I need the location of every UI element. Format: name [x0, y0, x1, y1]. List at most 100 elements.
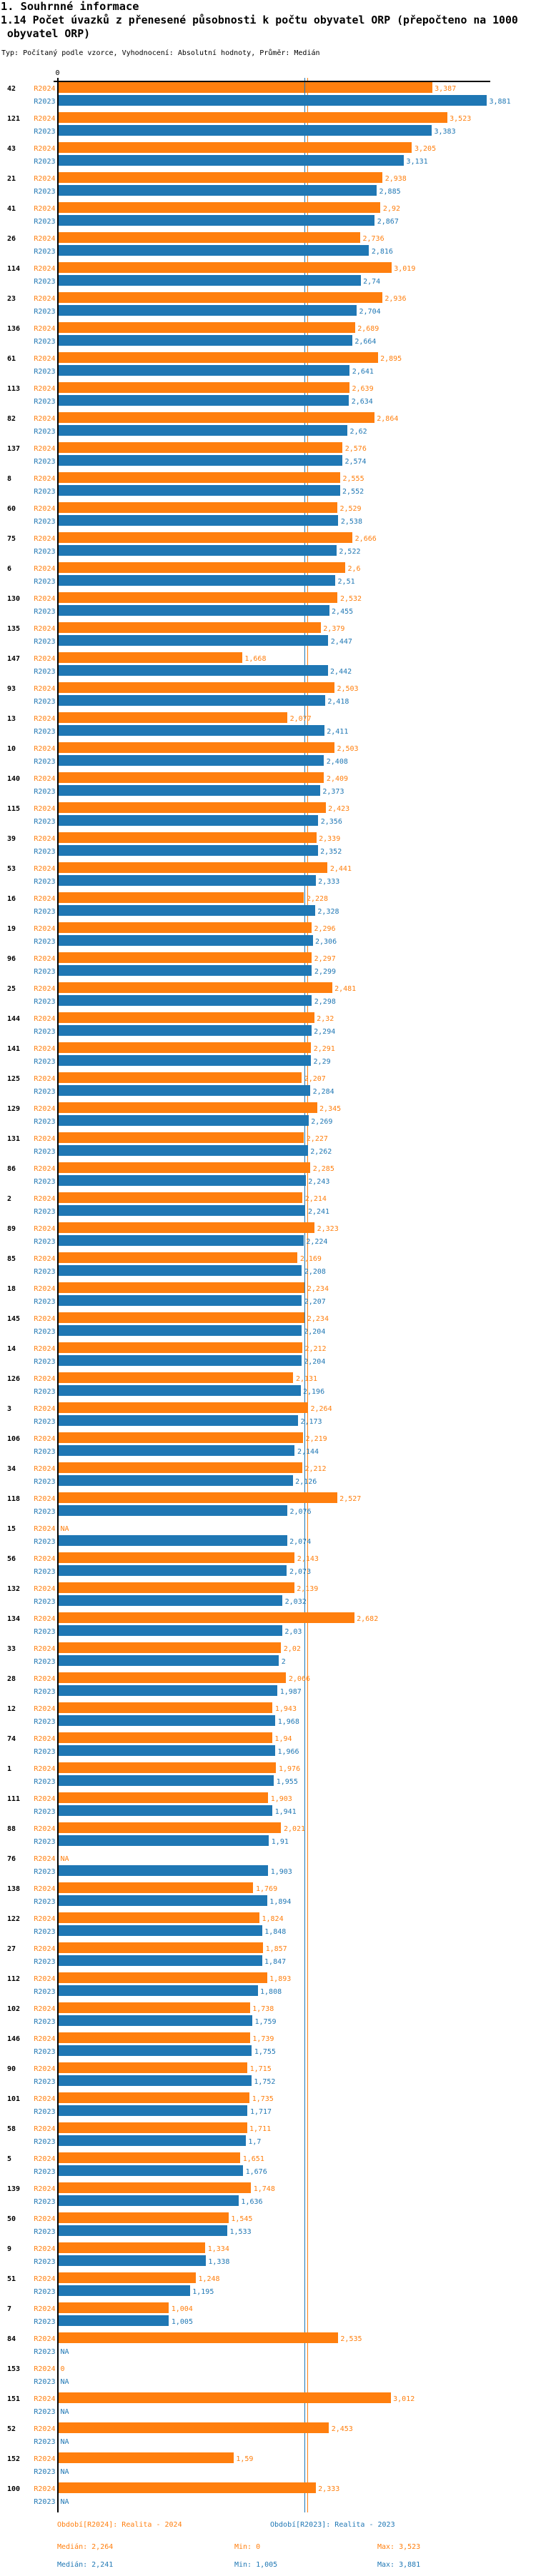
series-tick-label-r2023: R2023: [34, 1477, 56, 1486]
value-label-r2023: 2,284: [312, 1087, 334, 1096]
series-tick-label-r2024: R2024: [34, 2395, 56, 2403]
series-tick-label-r2024: R2024: [34, 1494, 56, 1503]
bar-r2023: [58, 1834, 269, 1846]
value-label-r2023: 1,755: [254, 2047, 276, 2056]
value-label-r2024: 2,532: [339, 594, 362, 603]
category-id-label: 7: [7, 2305, 12, 2313]
bar-r2024: [58, 621, 321, 633]
value-label-r2024: 3,012: [393, 2395, 415, 2403]
series-tick-label-r2023: R2023: [34, 307, 56, 316]
bar-r2023: [58, 334, 352, 346]
value-label-r2023: 1,195: [192, 2287, 214, 2296]
series-tick-label-r2023: R2023: [34, 1747, 56, 1756]
series-tick-label-r2023: R2023: [34, 1027, 56, 1036]
series-tick-label-r2023: R2023: [34, 1087, 56, 1096]
bar-r2023: [58, 454, 342, 466]
bar-r2023: [58, 784, 320, 796]
series-tick-label-r2023: R2023: [34, 817, 56, 826]
median-2023: Medián: 2,241: [57, 2561, 114, 2569]
period-label-2023: Období[R2023]: Realita - 2023: [270, 2521, 395, 2529]
value-label-r2024: 2,379: [323, 624, 345, 633]
value-label-r2024: 1,735: [252, 2095, 274, 2103]
bar-r2024: [58, 982, 332, 993]
value-label-r2023: 2,411: [327, 727, 349, 736]
bar-r2024: [58, 1372, 294, 1383]
bar-r2024: [58, 1492, 337, 1503]
series-tick-label-r2024: R2024: [34, 1254, 56, 1263]
series-tick-label-r2023: R2023: [34, 547, 56, 556]
bar-r2023: [58, 634, 329, 646]
series-tick-label-r2024: R2024: [34, 234, 56, 243]
value-label-r2023: 2,074: [289, 1537, 312, 1546]
value-label-r2023: 2,442: [330, 667, 352, 676]
series-tick-label-r2023: R2023: [34, 2467, 56, 2476]
bar-r2024: [58, 1942, 264, 1953]
series-tick-label-r2024: R2024: [34, 384, 56, 393]
series-tick-label-r2024: R2024: [34, 1614, 56, 1623]
series-tick-label-r2023: R2023: [34, 877, 56, 886]
value-label-r2024: 1,857: [265, 1945, 287, 1953]
bar-r2024: [58, 1192, 303, 1203]
value-label-r2024: 2,131: [295, 1374, 318, 1383]
value-label-r2024: 2,02: [283, 1644, 301, 1653]
value-label-r2024: 2,864: [377, 414, 399, 423]
bar-r2024: [58, 2452, 234, 2463]
category-id-label: 50: [7, 2215, 16, 2223]
bar-r2024: [58, 471, 340, 483]
series-tick-label-r2023: R2023: [34, 1627, 56, 1636]
series-tick-label-r2023: R2023: [34, 217, 56, 226]
category-id-label: 93: [7, 684, 16, 693]
bar-r2024: [58, 712, 288, 723]
median-line-2023-overlay: [304, 81, 306, 93]
category-id-label: 2: [7, 1194, 12, 1203]
category-id-label: 53: [7, 864, 16, 873]
value-label-r2023: 1,987: [279, 1687, 302, 1696]
bar-r2023: [58, 1955, 262, 1966]
series-tick-label-r2024: R2024: [34, 1344, 56, 1353]
bar-r2023: [58, 1624, 282, 1636]
series-tick-label-r2024: R2024: [34, 2185, 56, 2193]
series-tick-label-r2024: R2024: [34, 744, 56, 753]
series-tick-label-r2024: R2024: [34, 1584, 56, 1593]
series-tick-label-r2024: R2024: [34, 1854, 56, 1863]
bar-r2023: [58, 2105, 248, 2116]
bar-r2024: [58, 772, 324, 783]
na-label-r2023: NA: [60, 2497, 69, 2506]
category-id-label: 12: [7, 1704, 16, 1713]
bar-r2023: [58, 1654, 279, 1666]
value-label-r2024: 2,228: [306, 894, 329, 903]
category-id-label: 6: [7, 564, 12, 573]
bar-r2023: [58, 754, 324, 766]
bar-r2024: [58, 2242, 206, 2253]
value-label-r2023: 2,373: [322, 787, 344, 796]
category-id-label: 42: [7, 84, 16, 93]
bar-r2023: [58, 1714, 276, 1726]
bar-r2024: [58, 141, 412, 153]
category-id-label: 41: [7, 204, 16, 213]
series-tick-label-r2024: R2024: [34, 174, 56, 183]
category-id-label: 111: [7, 1794, 21, 1803]
bar-r2023: [58, 1474, 293, 1486]
category-id-label: 3: [7, 1404, 12, 1413]
bar-r2024: [58, 1732, 272, 1743]
bar-r2024: [58, 2092, 250, 2103]
category-id-label: 151: [7, 2395, 21, 2403]
value-label-r2024: 2,021: [283, 1824, 306, 1833]
series-tick-label-r2024: R2024: [34, 984, 56, 993]
category-id-label: 115: [7, 804, 21, 813]
series-tick-label-r2023: R2023: [34, 127, 56, 136]
category-id-label: 100: [7, 2485, 21, 2493]
value-label-r2023: 2,328: [317, 907, 339, 916]
series-tick-label-r2024: R2024: [34, 2365, 56, 2373]
category-id-label: 58: [7, 2125, 16, 2133]
value-label-r2024: 2,555: [342, 474, 364, 483]
category-id-label: 136: [7, 324, 21, 333]
value-label-r2024: 1,004: [171, 2305, 193, 2313]
value-label-r2024: 2,689: [357, 324, 379, 333]
value-label-r2023: 1,7: [248, 2137, 262, 2146]
series-tick-label-r2023: R2023: [34, 2167, 56, 2176]
bar-r2023: [58, 1114, 309, 1126]
bar-r2023: [58, 94, 487, 106]
category-id-label: 146: [7, 2035, 21, 2043]
value-label-r2023: 1,968: [277, 1717, 299, 1726]
